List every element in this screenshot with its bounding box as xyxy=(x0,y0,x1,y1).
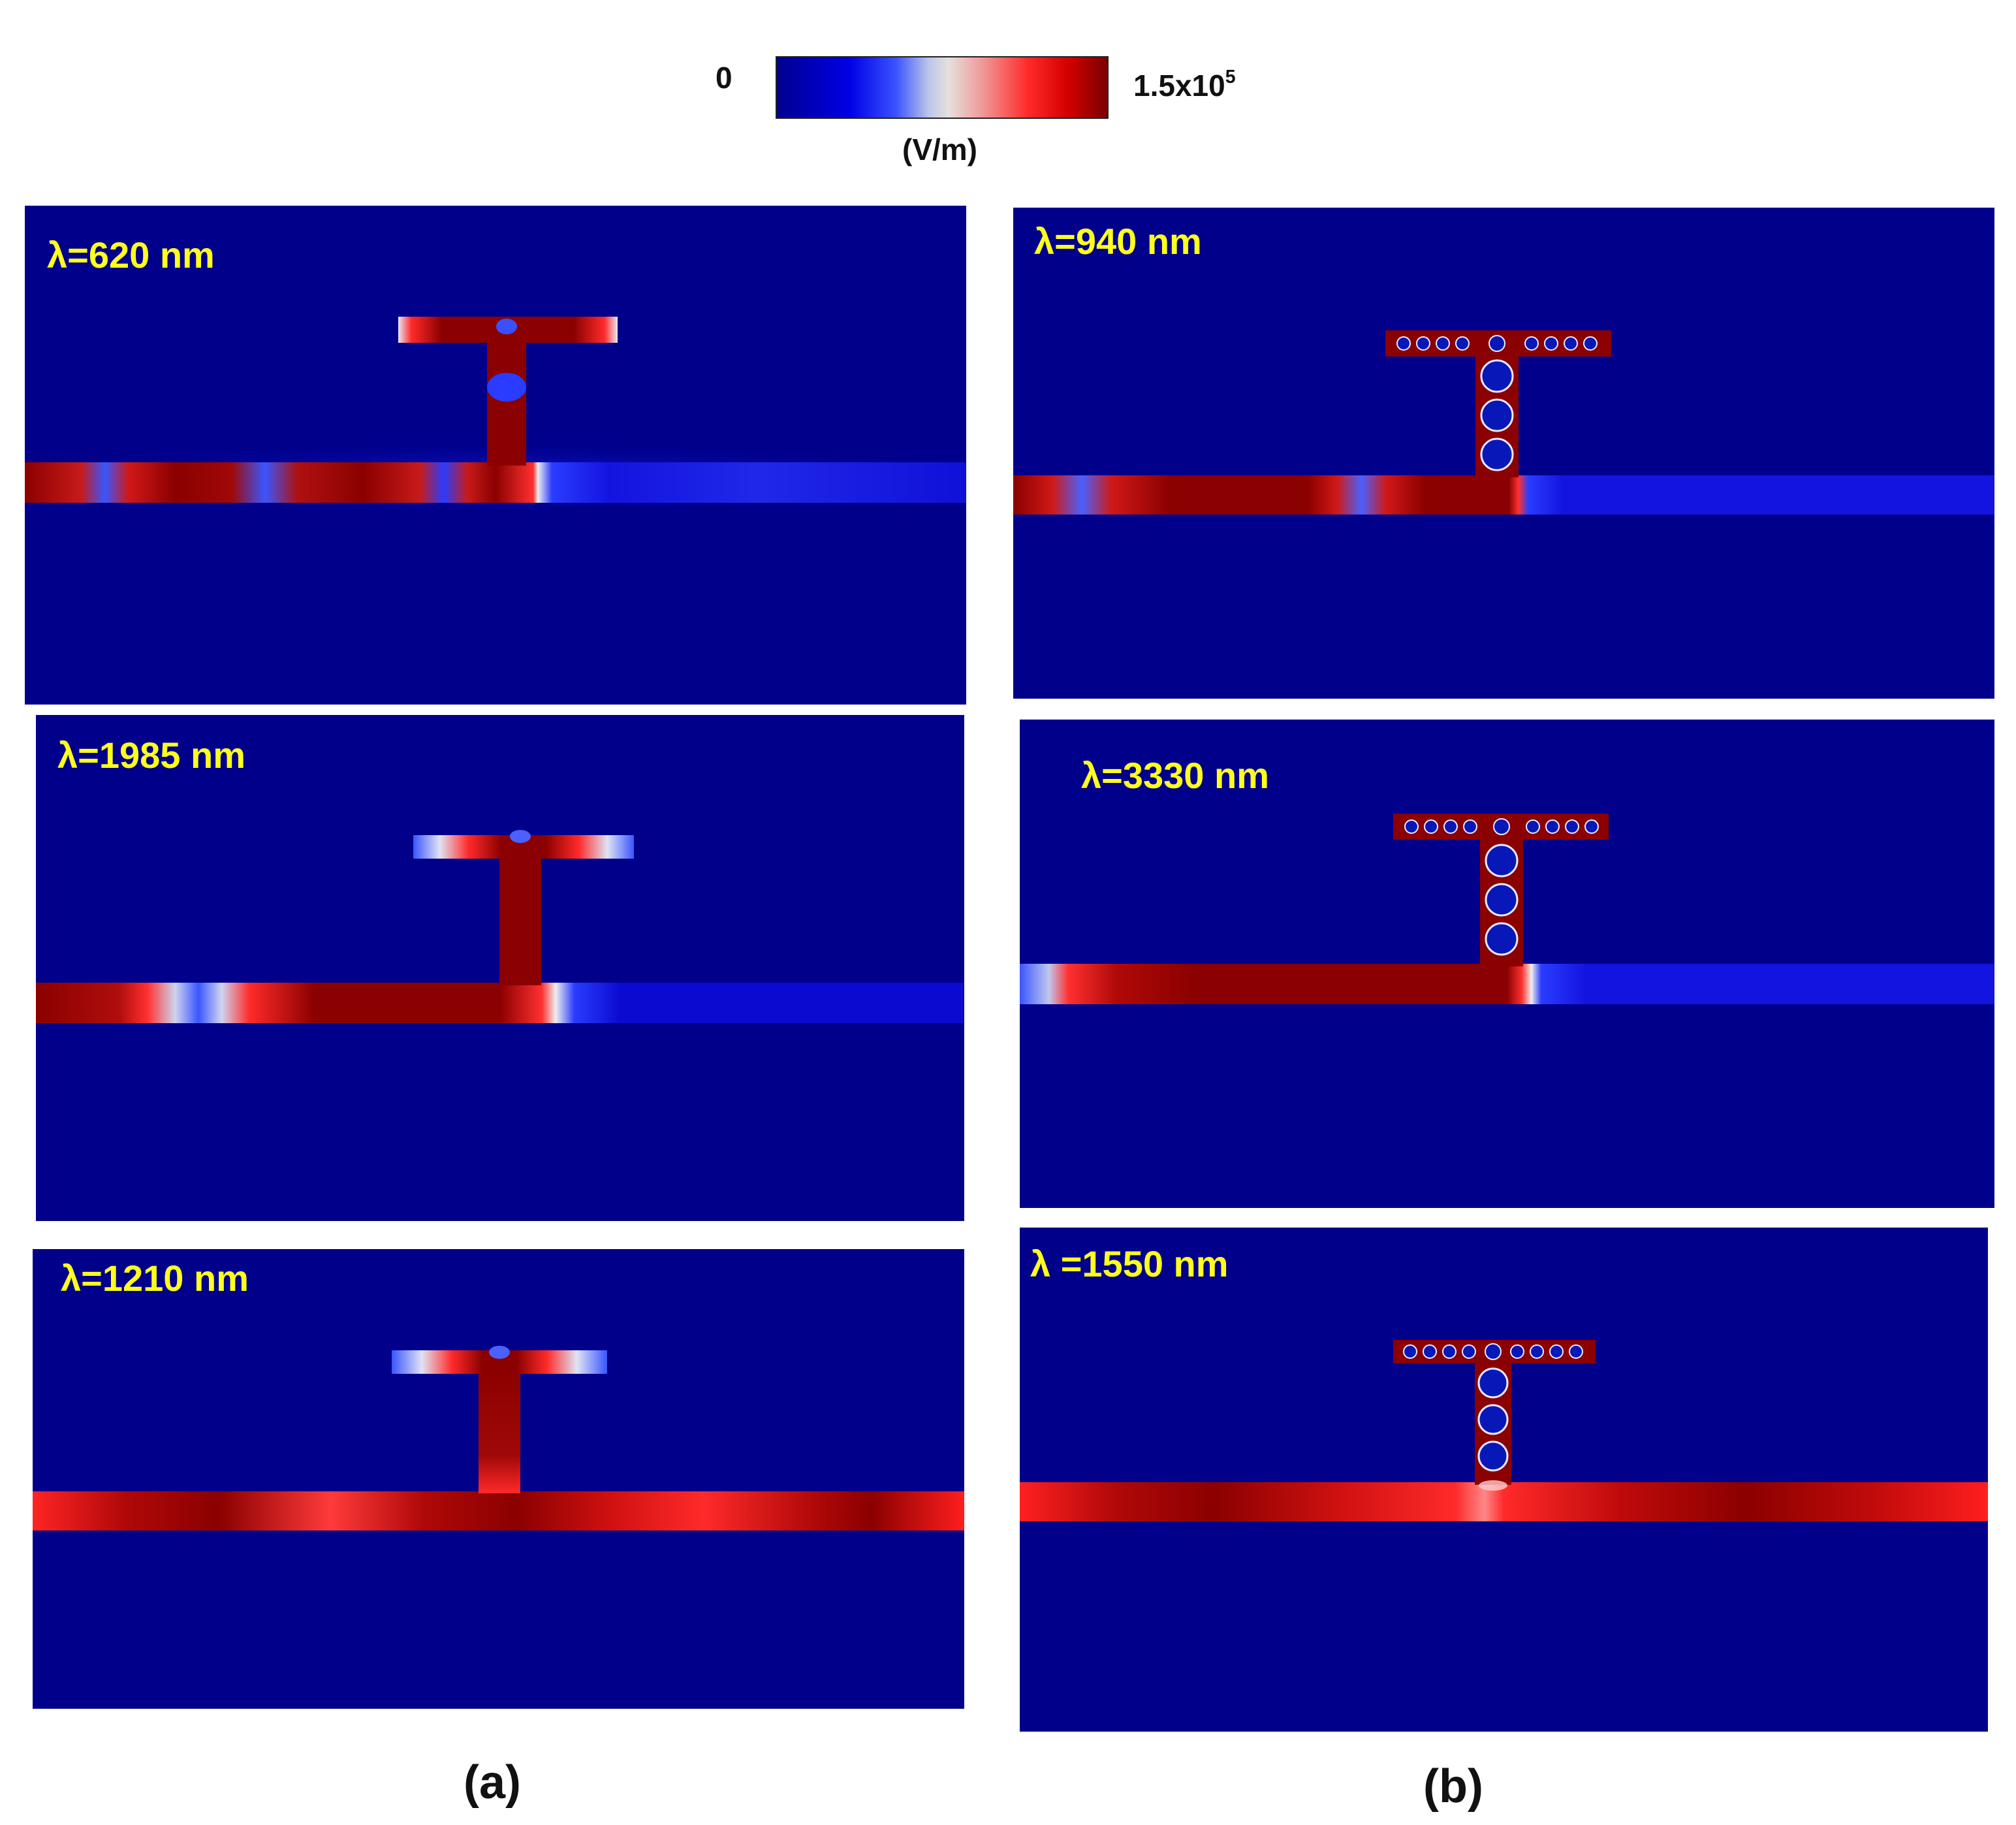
panel-a1 xyxy=(25,206,966,705)
panel-b2 xyxy=(1020,720,1994,1208)
wavelength-label: λ=620 nm xyxy=(47,234,215,276)
panel-b3 xyxy=(1020,1228,1988,1732)
bus-waveguide xyxy=(1013,475,1994,515)
stem-node xyxy=(487,373,526,402)
colorbar-min-label: 0 xyxy=(716,61,732,95)
stub-stem xyxy=(479,1367,520,1493)
subfigure-label-b: (b) xyxy=(1423,1760,1483,1813)
bus-waveguide xyxy=(1020,964,1994,1004)
porous-stub xyxy=(1393,814,1609,966)
bus-waveguide xyxy=(25,462,966,503)
stub-stem xyxy=(499,852,541,985)
panel-a2 xyxy=(36,715,964,1221)
porous-stub xyxy=(1385,330,1611,477)
colorbar-max-label: 1.5x105 xyxy=(1133,67,1236,103)
bus-waveguide xyxy=(36,983,964,1023)
colorbar-unit: (V/m) xyxy=(902,133,977,167)
wavelength-label: λ=940 nm xyxy=(1034,221,1202,262)
panel-a3 xyxy=(33,1249,964,1709)
wavelength-label: λ=3330 nm xyxy=(1081,755,1269,796)
subfigure-label-a: (a) xyxy=(464,1756,521,1809)
panel-b1 xyxy=(1013,208,1994,699)
wavelength-label: λ =1550 nm xyxy=(1030,1243,1229,1284)
wavelength-label: λ=1210 nm xyxy=(61,1258,249,1299)
wavelength-label: λ=1985 nm xyxy=(57,735,245,776)
colorbar xyxy=(776,56,1109,119)
bus-waveguide xyxy=(33,1491,964,1531)
porous-stub xyxy=(1393,1340,1596,1485)
